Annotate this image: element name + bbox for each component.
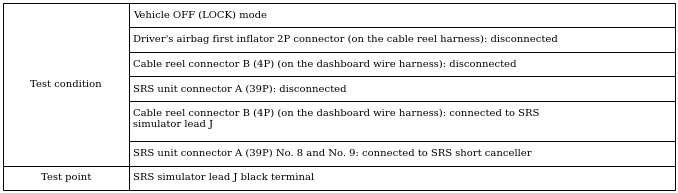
Text: Cable reel connector B (4P) (on the dashboard wire harness): disconnected: Cable reel connector B (4P) (on the dash… (134, 60, 517, 69)
Bar (129, 141, 675, 166)
Text: Test condition: Test condition (31, 80, 102, 89)
Bar (129, 3, 675, 27)
Text: Driver's airbag first inflator 2P connector (on the cable reel harness): disconn: Driver's airbag first inflator 2P connec… (134, 35, 558, 44)
Text: Vehicle OFF (LOCK) mode: Vehicle OFF (LOCK) mode (134, 11, 267, 20)
Bar (129, 101, 675, 141)
Text: SRS simulator lead J black terminal: SRS simulator lead J black terminal (134, 173, 315, 182)
Bar (129, 76, 675, 101)
Bar (3, 3, 129, 166)
Bar (129, 166, 675, 190)
Bar (129, 52, 675, 76)
Text: Test point: Test point (41, 173, 92, 182)
Text: Cable reel connector B (4P) (on the dashboard wire harness): connected to SRS
si: Cable reel connector B (4P) (on the dash… (134, 108, 540, 129)
Bar (129, 27, 675, 52)
Text: SRS unit connector A (39P) No. 8 and No. 9: connected to SRS short canceller: SRS unit connector A (39P) No. 8 and No.… (134, 149, 532, 158)
Text: SRS unit connector A (39P): disconnected: SRS unit connector A (39P): disconnected (134, 84, 347, 93)
Bar (3, 166, 129, 190)
